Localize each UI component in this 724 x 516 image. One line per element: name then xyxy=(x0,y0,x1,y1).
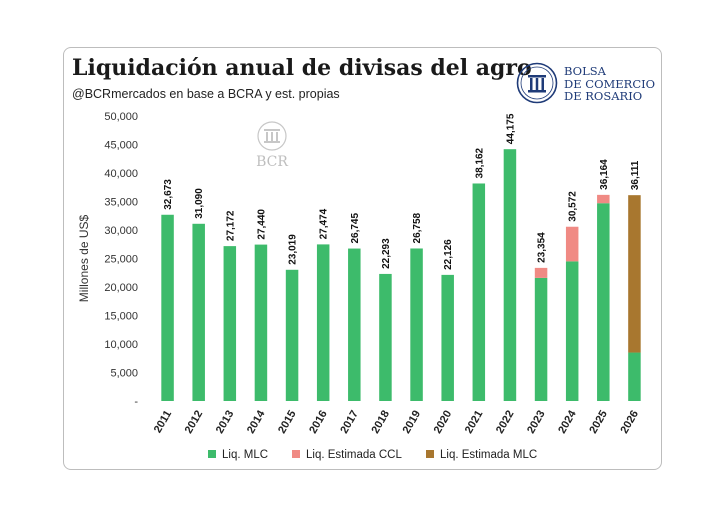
bar-2014-series-1 xyxy=(254,244,268,401)
x-tick-label-2017: 2017 xyxy=(338,409,361,436)
data-label-2023: 23,354 xyxy=(537,232,548,263)
data-label-2024: 30,572 xyxy=(568,191,579,222)
chart-subtitle: @BCRmercados en base a BCRA y est. propi… xyxy=(72,87,340,101)
bar-2015-series-1 xyxy=(285,269,299,401)
bar-2020-series-1 xyxy=(441,274,454,401)
legend-swatch-ccl xyxy=(292,450,300,458)
bar-2012-series-1 xyxy=(192,223,205,401)
watermark-emblem-icon xyxy=(257,121,287,151)
bcr-watermark: BCR xyxy=(250,120,294,176)
y-tick-label: - xyxy=(134,396,138,408)
data-label-2019: 26,758 xyxy=(412,212,423,243)
x-tick-label-2012: 2012 xyxy=(183,409,206,436)
data-label-2015: 23,019 xyxy=(288,234,299,265)
logo-text: BOLSA DE COMERCIO DE ROSARIO xyxy=(564,65,655,103)
data-label-2020: 22,126 xyxy=(443,239,454,270)
data-label-2012: 31,090 xyxy=(194,188,205,219)
y-axis-label: Millones de US$ xyxy=(77,214,91,302)
legend-swatch-est-mlc xyxy=(426,450,434,458)
x-tick-label-2019: 2019 xyxy=(401,409,424,436)
legend-item-est-mlc: Liq. Estimada MLC xyxy=(426,449,537,461)
y-tick-label: 50,000 xyxy=(104,111,138,123)
data-label-2016: 27,474 xyxy=(319,208,330,239)
bar-2021-series-1 xyxy=(472,183,486,401)
y-tick-label: 25,000 xyxy=(104,254,138,266)
x-tick-label-2026: 2026 xyxy=(618,409,641,436)
bar-2023-series-2 xyxy=(534,267,548,278)
bar-2019-series-1 xyxy=(410,248,423,401)
legend-swatch-mlc xyxy=(208,450,216,458)
watermark-label: BCR xyxy=(256,154,288,170)
bar-2013-series-1 xyxy=(223,246,237,401)
bar-2025-series-1 xyxy=(597,203,610,401)
data-label-2025: 36,164 xyxy=(599,159,610,190)
logo-line-3: DE ROSARIO xyxy=(564,89,643,103)
column-emblem-icon xyxy=(516,62,558,104)
bar-2023-series-1 xyxy=(534,277,548,401)
x-tick-label-2011: 2011 xyxy=(152,409,174,436)
chart-title: Liquidación anual de divisas del agro xyxy=(72,55,532,81)
x-tick-label-2018: 2018 xyxy=(369,409,392,436)
y-tick-label: 10,000 xyxy=(104,339,138,351)
legend-item-ccl: Liq. Estimada CCL xyxy=(292,449,402,461)
data-label-2017: 26,745 xyxy=(350,213,361,244)
y-tick-label: 30,000 xyxy=(104,225,138,237)
y-tick-label: 15,000 xyxy=(104,311,138,323)
y-tick-label: 40,000 xyxy=(104,168,138,180)
data-label-2022: 44,175 xyxy=(505,113,516,144)
y-tick-label: 20,000 xyxy=(104,282,138,294)
bar-2017-series-1 xyxy=(348,248,361,401)
x-tick-label-2022: 2022 xyxy=(494,409,517,436)
x-tick-label-2020: 2020 xyxy=(432,409,455,436)
bar-2016-series-1 xyxy=(316,244,330,401)
bar-2024-series-2 xyxy=(565,226,579,262)
x-tick-label-2016: 2016 xyxy=(307,409,330,436)
x-tick-label-2023: 2023 xyxy=(525,409,548,436)
bar-2025-series-2 xyxy=(597,194,610,204)
bar-2011-series-1 xyxy=(161,214,174,401)
data-label-2014: 27,440 xyxy=(256,209,267,240)
data-label-2013: 27,172 xyxy=(225,210,236,241)
x-tick-label-2024: 2024 xyxy=(556,408,579,436)
data-label-2018: 22,293 xyxy=(381,238,392,269)
bar-2026-series-3 xyxy=(628,195,641,353)
bar-2026-series-1 xyxy=(628,352,641,401)
bcr-logo: BOLSA DE COMERCIO DE ROSARIO xyxy=(516,62,656,106)
bar-2018-series-1 xyxy=(379,273,392,401)
y-tick-label: 5,000 xyxy=(110,368,138,380)
data-label-2021: 38,162 xyxy=(474,147,485,178)
legend-label-mlc: Liq. MLC xyxy=(222,449,269,461)
x-tick-label-2013: 2013 xyxy=(214,409,237,436)
bar-2022-series-1 xyxy=(503,149,517,401)
y-tick-label: 35,000 xyxy=(104,197,138,209)
data-label-2026: 36,111 xyxy=(630,160,641,190)
chart-legend: Liq. MLC Liq. Estimada CCL Liq. Estimada… xyxy=(200,449,580,465)
x-tick-label-2014: 2014 xyxy=(245,408,268,436)
x-tick-label-2025: 2025 xyxy=(587,409,610,436)
x-tick-label-2015: 2015 xyxy=(276,409,299,436)
logo-line-2: DE COMERCIO xyxy=(564,76,656,91)
y-tick-label: 45,000 xyxy=(104,140,138,152)
data-label-2011: 32,673 xyxy=(163,179,174,210)
bar-2024-series-1 xyxy=(565,261,579,401)
logo-line-1: BOLSA xyxy=(564,64,606,78)
x-tick-label-2021: 2021 xyxy=(463,409,486,436)
legend-label-ccl: Liq. Estimada CCL xyxy=(306,449,402,461)
legend-label-est-mlc: Liq. Estimada MLC xyxy=(440,449,538,461)
legend-item-mlc: Liq. MLC xyxy=(208,449,268,461)
